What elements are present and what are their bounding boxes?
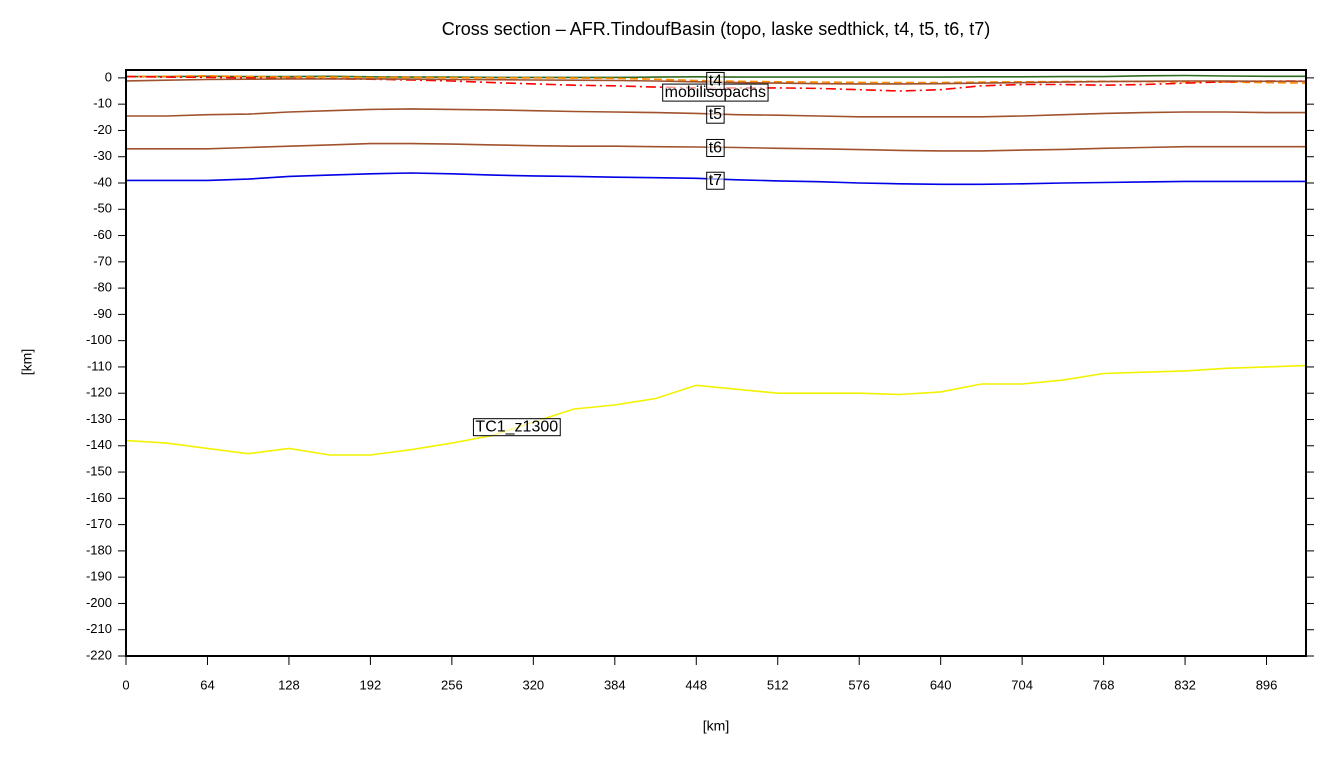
plot-frame (125, 69, 1307, 657)
legend-label: t4 (709, 72, 722, 89)
y-tick-label: -90 (93, 306, 112, 321)
x-axis-label: [km] (703, 718, 729, 734)
y-tick-label: -190 (86, 569, 112, 584)
curve-label-box (706, 171, 725, 190)
y-axis-label: [km] (19, 349, 35, 375)
chart-title: Cross section – AFR.TindoufBasin (topo, … (442, 19, 991, 39)
y-tick-label: -170 (86, 516, 112, 531)
y-tick-label: -220 (86, 647, 112, 662)
y-tick-label: -30 (93, 148, 112, 163)
curve-label-box (472, 418, 561, 437)
curve-label-group: t4 (706, 71, 725, 90)
legend-label: t6 (709, 139, 722, 156)
y-tick-label: -80 (93, 280, 112, 295)
x-tick-label: 384 (604, 677, 626, 692)
y-tick-label: -70 (93, 253, 112, 268)
legend-label: TC1_z1300 (475, 419, 558, 436)
y-tick-label: -160 (86, 490, 112, 505)
y-tick-label: -120 (86, 385, 112, 400)
legend-label: t7 (709, 172, 722, 189)
series-line (125, 75, 1306, 92)
x-tick-label: 192 (360, 677, 382, 692)
curve-label-group: t5 (706, 105, 725, 124)
y-tick-label: -200 (86, 595, 112, 610)
y-tick-label: -140 (86, 437, 112, 452)
curve-label-box (706, 105, 725, 124)
y-tick-label: -100 (86, 332, 112, 347)
y-tick-label: -210 (86, 621, 112, 636)
curve-label-group: t6 (706, 138, 725, 157)
y-tick-label: -50 (93, 201, 112, 216)
x-tick-label: 896 (1256, 677, 1278, 692)
x-tick-label: 768 (1093, 677, 1115, 692)
y-tick-label: 0 (105, 69, 112, 84)
curve-label-box (706, 138, 725, 157)
y-tick-label: -150 (86, 463, 112, 478)
x-tick-label: 512 (767, 677, 789, 692)
y-tick-label: -40 (93, 174, 112, 189)
x-tick-label: 448 (685, 677, 707, 692)
x-tick-label: 320 (522, 677, 544, 692)
curve-label-box (706, 71, 725, 90)
x-tick-label: 704 (1011, 677, 1033, 692)
y-tick-label: -60 (93, 227, 112, 242)
legend-label: mobilisopachs (665, 84, 766, 101)
x-tick-label: 576 (848, 677, 870, 692)
x-tick-label: 64 (200, 677, 214, 692)
x-tick-label: 128 (278, 677, 300, 692)
x-tick-label: 256 (441, 677, 463, 692)
y-tick-label: -20 (93, 122, 112, 137)
y-tick-label: -130 (86, 411, 112, 426)
legend-label: t5 (709, 106, 722, 123)
y-tick-label: -180 (86, 542, 112, 557)
x-tick-label: 0 (122, 677, 129, 692)
x-tick-label: 832 (1174, 677, 1196, 692)
curve-label-group: t7 (706, 171, 725, 190)
curve-label-group: mobilisopachs (662, 83, 769, 102)
y-tick-label: -10 (93, 96, 112, 111)
curve-label-group: TC1_z1300 (472, 418, 561, 437)
series-line (125, 364, 1307, 456)
x-tick-label: 640 (930, 677, 952, 692)
y-tick-label: -110 (87, 358, 112, 373)
